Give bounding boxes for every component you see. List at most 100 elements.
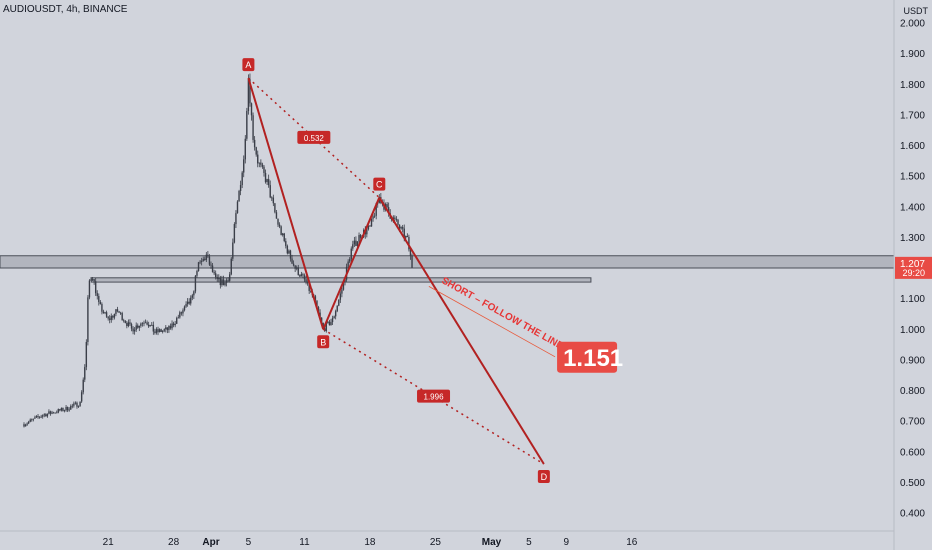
candle-body (186, 301, 189, 305)
candle-body (141, 322, 144, 324)
candle-body (269, 185, 271, 198)
y-tick-label: 1.600 (900, 141, 925, 152)
candle-body (137, 325, 139, 328)
candle-body (303, 275, 306, 280)
candle-body (288, 250, 290, 254)
x-tick-label: May (482, 537, 502, 548)
candle-body (71, 405, 74, 407)
candle-body (214, 273, 217, 278)
candle-body (316, 300, 318, 308)
candle-body (62, 407, 64, 411)
candle-body (264, 172, 267, 183)
candle-body (236, 201, 239, 214)
candle-body (227, 280, 229, 282)
candle-body (238, 190, 240, 202)
y-tick-label: 1.700 (900, 110, 925, 121)
candle-body (233, 224, 236, 243)
candle-body (291, 258, 293, 264)
candle-body (76, 402, 78, 407)
candle-body (283, 233, 285, 242)
candle-body (367, 225, 370, 230)
candle-body (277, 218, 279, 225)
pattern-leg-BC (322, 197, 381, 330)
candle-body (77, 405, 80, 407)
point-B-label: B (320, 337, 326, 347)
candle-body (207, 254, 209, 257)
candle-body (60, 407, 63, 411)
candle-body (222, 279, 225, 286)
point-A-label: A (245, 60, 251, 70)
candle-body (347, 261, 349, 267)
candle-body (151, 324, 153, 326)
candle-body (296, 267, 298, 269)
x-tick-label: 28 (168, 537, 180, 548)
candle-body (31, 419, 33, 421)
candle-body (239, 185, 242, 191)
y-tick-label: 0.500 (900, 478, 925, 489)
candle-body (93, 279, 95, 282)
candle-body (409, 249, 412, 256)
candle-body (275, 212, 278, 219)
candle-body (115, 309, 117, 314)
candle-body (144, 322, 147, 324)
candle-body (118, 311, 120, 313)
annotation-text: SHORT – FOLLOW THE LINE (439, 275, 565, 352)
candle-body (400, 227, 402, 229)
candle-body (300, 274, 303, 277)
candle-body (366, 229, 368, 235)
candle-body (266, 179, 268, 183)
candle-body (29, 419, 31, 422)
candle-body (205, 254, 208, 260)
candle-body (204, 258, 206, 260)
candle-body (375, 203, 377, 216)
candle-body (105, 312, 108, 317)
candle-body (330, 322, 332, 326)
candle-body (129, 322, 131, 325)
candle-body (110, 316, 112, 320)
candle-body (261, 164, 264, 167)
candle-body (216, 277, 218, 280)
candle-body (224, 282, 226, 286)
support-zone (90, 277, 592, 283)
candle-body (319, 312, 321, 318)
candle-body (147, 324, 150, 327)
candle-body (289, 250, 292, 259)
candle-body (314, 296, 317, 301)
candle-body (158, 329, 161, 333)
target-price: 1.151 (563, 345, 623, 372)
candle-body (285, 241, 287, 246)
candle-body (247, 79, 250, 111)
candle-body (38, 416, 41, 418)
candle-body (405, 236, 407, 238)
candle-body (82, 379, 84, 393)
candle-body (176, 318, 178, 324)
candle-body (338, 299, 340, 306)
y-tick-label: 1.900 (900, 49, 925, 60)
candle-body (328, 321, 331, 326)
candle-body (232, 242, 234, 259)
candle-body (70, 406, 72, 410)
candle-body (327, 321, 329, 323)
candle-body (112, 316, 114, 318)
y-tick-label: 0.400 (900, 509, 925, 520)
candle-body (196, 271, 198, 276)
candle-body (358, 235, 360, 242)
candle-body (94, 281, 97, 294)
candle-body (52, 412, 55, 414)
candle-body (252, 115, 254, 140)
last-price: 1.207 (900, 259, 925, 270)
candle-body (246, 110, 248, 139)
candle-body (56, 412, 58, 414)
candle-body (80, 392, 83, 402)
candle-body (235, 213, 237, 225)
candle-body (281, 233, 284, 235)
candle-body (267, 179, 270, 186)
candle-body (353, 240, 356, 245)
candle-body (99, 301, 102, 305)
candle-body (185, 304, 187, 307)
candle-body (243, 159, 245, 173)
x-tick-label: 16 (626, 537, 638, 548)
candle-body (359, 235, 362, 238)
candle-body (152, 324, 155, 332)
